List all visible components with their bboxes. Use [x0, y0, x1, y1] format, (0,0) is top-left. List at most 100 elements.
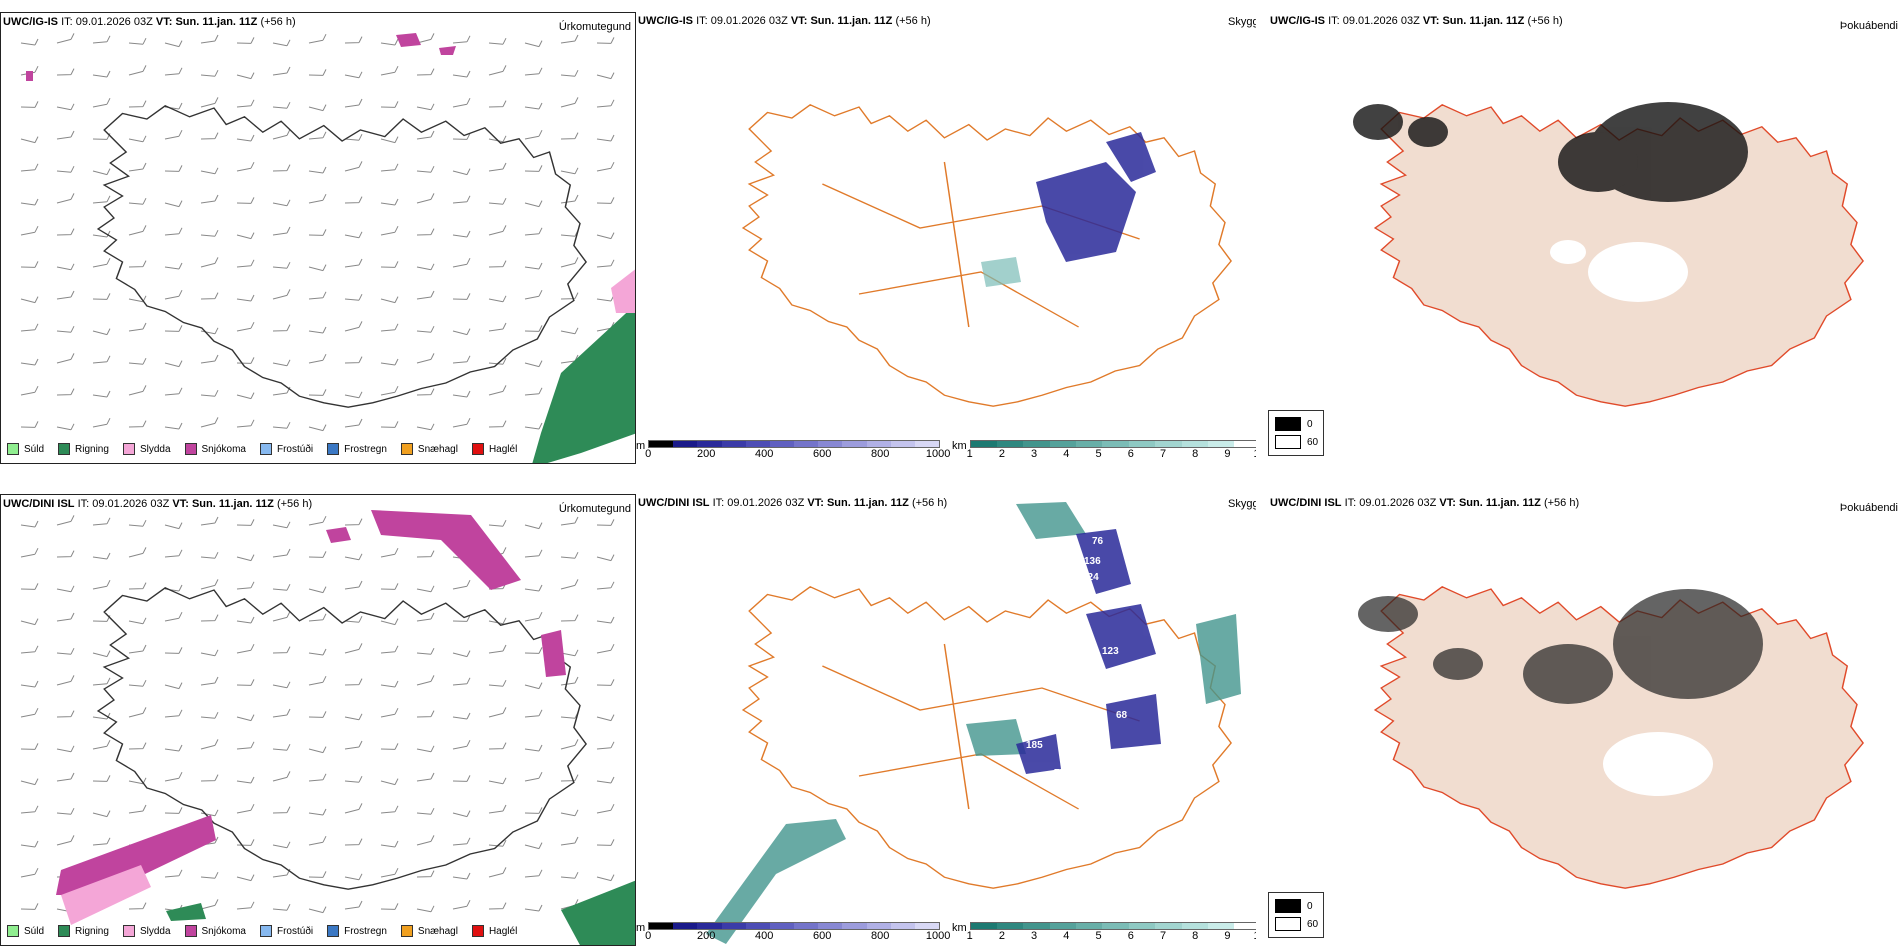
wind-barb: [560, 614, 579, 622]
wind-barb: [416, 710, 435, 718]
wind-barb: [560, 711, 579, 719]
wind-barb: [560, 836, 579, 846]
wind-barb: [380, 421, 399, 428]
fog-legend: 0 60: [1268, 892, 1324, 938]
colorbar-cell: [673, 923, 698, 929]
colorbar-cell: [866, 923, 891, 929]
wind-barb: [416, 263, 435, 271]
wind-barb: [92, 97, 111, 108]
wind-barb: [524, 165, 543, 172]
wind-barb: [452, 650, 471, 658]
wind-barb: [560, 739, 579, 750]
wind-barb: [92, 390, 111, 398]
wind-barb: [524, 129, 543, 140]
wind-barb: [452, 775, 471, 782]
wind-barb: [92, 195, 111, 204]
wind-barb: [596, 99, 615, 108]
wind-barb: [20, 645, 39, 654]
wind-barb: [56, 353, 75, 364]
wind-barb: [128, 420, 147, 428]
colorbar-tick: 9: [1224, 930, 1231, 942]
glacier-area: [1603, 732, 1713, 796]
wind-barb: [308, 229, 327, 236]
wind-barb: [128, 357, 147, 365]
wind-barb: [308, 166, 327, 174]
wind-barb: [236, 581, 255, 590]
panel-header: UWC/DINI ISL IT: 09.01.2026 03Z VT: Sun.…: [3, 498, 313, 510]
colorbar-cell: [697, 923, 722, 929]
wind-barb: [272, 841, 291, 849]
wind-barb: [128, 617, 147, 625]
wind-barb: [56, 33, 75, 44]
wind-barb: [308, 291, 327, 300]
wind-barb: [416, 585, 435, 593]
wind-barb: [380, 358, 399, 366]
wind-barb: [560, 132, 579, 140]
wind-barb: [272, 324, 291, 332]
wind-barb: [236, 259, 255, 268]
wind-barb: [272, 359, 291, 367]
wind-barb: [524, 289, 543, 300]
colorbar-cell: [1207, 923, 1235, 929]
wind-barb: [272, 164, 291, 172]
wind-barb: [452, 810, 471, 818]
colorbar-cell: [1181, 923, 1208, 929]
wind-barb: [308, 104, 327, 112]
colorbar-tick: 800: [870, 930, 890, 942]
wind-barb: [200, 809, 219, 817]
wind-barb: [92, 257, 111, 268]
wind-barb: [200, 69, 219, 77]
wind-barb: [344, 36, 363, 44]
wind-barb: [452, 899, 471, 910]
wind-barb: [20, 296, 39, 304]
wind-barb: [164, 325, 183, 332]
wind-barb: [92, 35, 111, 44]
wind-barb: [524, 262, 543, 270]
wind-barb: [20, 680, 39, 688]
wind-barb: [92, 293, 111, 300]
wind-barb: [596, 37, 615, 44]
wind-barb: [380, 778, 399, 786]
wind-barb: [128, 225, 147, 236]
wind-barb: [596, 72, 615, 80]
wind-barb: [200, 327, 219, 335]
wind-barb: [20, 547, 39, 558]
wind-barb: [236, 519, 255, 526]
wind-barb: [56, 423, 75, 431]
colorbar-cell: [649, 923, 674, 929]
wind-barb: [344, 418, 363, 428]
wind-barb: [452, 872, 471, 880]
wind-barb: [488, 420, 507, 428]
snow-area: [26, 33, 456, 81]
wind-barb: [164, 387, 183, 396]
colorbar-tick: 1: [966, 448, 973, 460]
wind-barb: [344, 900, 363, 910]
wind-barb: [20, 136, 39, 144]
colorbar-tick: 9: [1224, 448, 1231, 460]
wind-barb: [452, 328, 471, 336]
wind-barb: [452, 168, 471, 176]
wind-barb: [416, 905, 435, 913]
wind-barb: [488, 295, 507, 303]
wind-barb: [56, 165, 75, 173]
wind-barb: [308, 551, 327, 558]
precip-map: [20, 33, 635, 463]
wind-barb: [200, 739, 219, 750]
wind-barb: [344, 740, 363, 750]
wind-barb: [488, 162, 507, 172]
wind-barb: [272, 39, 291, 47]
wind-barb: [596, 874, 615, 882]
wind-barb: [488, 135, 507, 143]
wind-barb: [200, 257, 219, 268]
wind-barb: [596, 161, 615, 172]
wind-barb: [524, 771, 543, 782]
cloud-base-label: 76: [1092, 536, 1104, 547]
snow-area: [56, 510, 566, 895]
wind-barb: [128, 162, 147, 172]
sleet-area: [61, 865, 151, 925]
wind-barb: [164, 262, 183, 270]
wind-barb: [128, 519, 147, 527]
wind-barb: [416, 165, 435, 173]
wind-barb: [560, 257, 579, 268]
wind-barb: [20, 421, 39, 428]
